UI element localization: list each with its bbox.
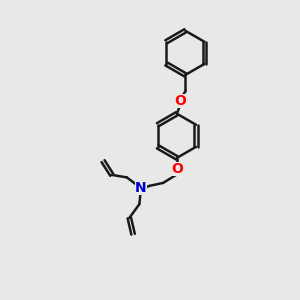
Text: O: O <box>171 162 183 176</box>
Text: N: N <box>135 181 146 195</box>
Text: O: O <box>174 94 186 108</box>
